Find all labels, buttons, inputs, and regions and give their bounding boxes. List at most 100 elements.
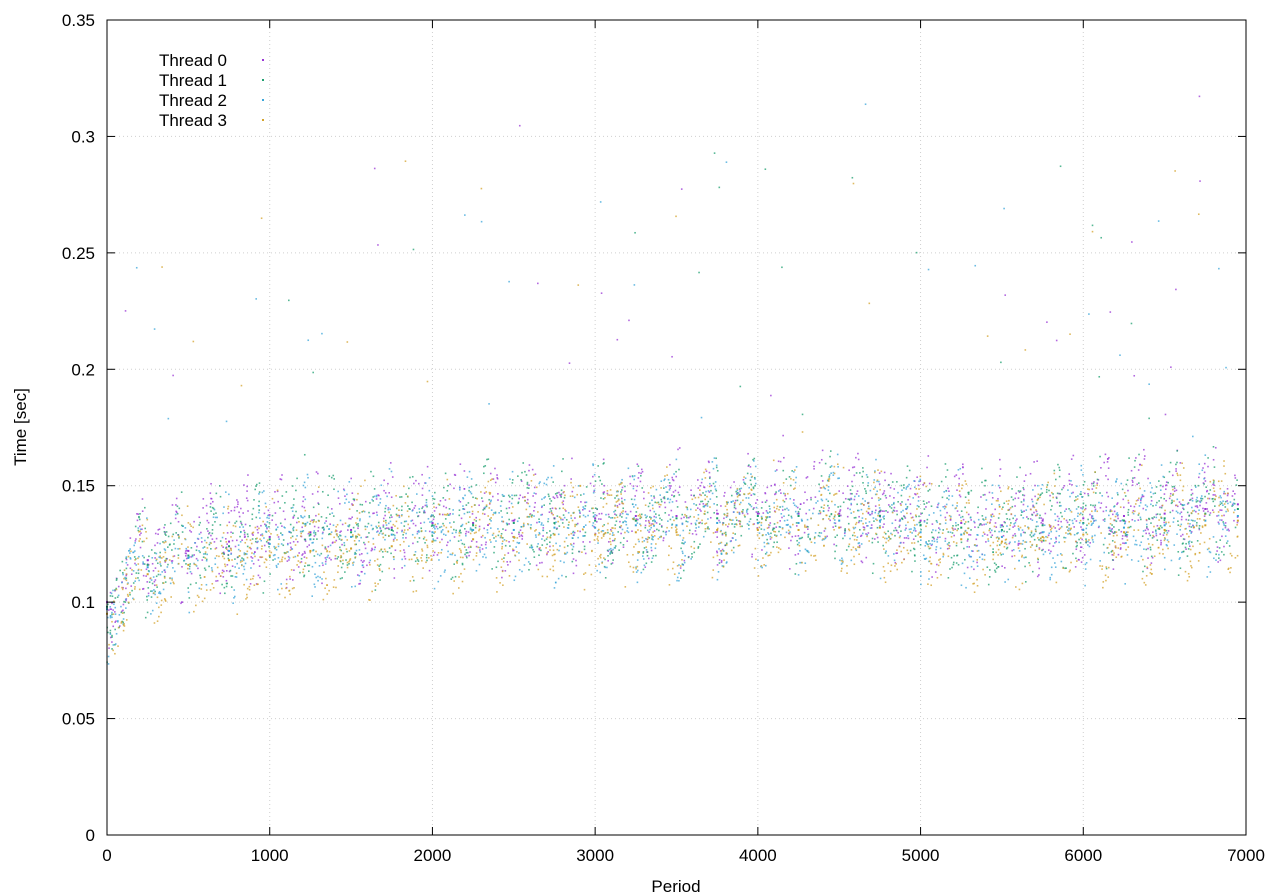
scatter-point-1 bbox=[1190, 494, 1193, 496]
scatter-point-2 bbox=[1170, 559, 1173, 562]
scatter-point-0 bbox=[1034, 484, 1036, 487]
scatter-point-1 bbox=[169, 522, 172, 525]
scatter-point-1 bbox=[1095, 492, 1097, 494]
data-point-0 bbox=[838, 512, 841, 515]
scatter-point-0 bbox=[1145, 532, 1147, 535]
scatter-point-0 bbox=[276, 490, 279, 493]
scatter-point-1 bbox=[985, 479, 987, 482]
scatter-point-1 bbox=[1022, 487, 1025, 489]
scatter-point-1 bbox=[851, 534, 854, 537]
scatter-point-3 bbox=[833, 528, 835, 531]
scatter-point-3 bbox=[244, 541, 247, 544]
scatter-point-1 bbox=[392, 533, 395, 536]
scatter-point-1 bbox=[274, 547, 276, 550]
scatter-point-1 bbox=[700, 500, 702, 503]
scatter-point-0 bbox=[277, 536, 280, 538]
scatter-point-2 bbox=[155, 559, 158, 562]
scatter-point-2 bbox=[204, 539, 206, 542]
scatter-point-0 bbox=[640, 468, 643, 471]
scatter-point-1 bbox=[1035, 525, 1038, 528]
scatter-point-1 bbox=[327, 506, 329, 509]
scatter-point-3 bbox=[647, 536, 650, 539]
scatter-point-1 bbox=[409, 476, 411, 479]
scatter-point-3 bbox=[130, 550, 132, 553]
scatter-point-0 bbox=[1068, 473, 1071, 475]
scatter-point-0 bbox=[795, 525, 798, 527]
scatter-point-1 bbox=[783, 500, 786, 503]
scatter-point-2 bbox=[652, 538, 654, 541]
scatter-point-1 bbox=[241, 557, 243, 559]
scatter-point-2 bbox=[452, 509, 454, 511]
scatter-point-1 bbox=[180, 491, 183, 493]
scatter-point-2 bbox=[789, 525, 791, 528]
scatter-point-1 bbox=[859, 472, 861, 474]
scatter-point-0 bbox=[751, 555, 753, 558]
scatter-point-2 bbox=[794, 510, 797, 513]
scatter-point-1 bbox=[1113, 526, 1115, 528]
scatter-point-0 bbox=[575, 559, 577, 562]
scatter-point-1 bbox=[458, 509, 461, 511]
scatter-point-2 bbox=[321, 537, 324, 540]
scatter-point-0 bbox=[749, 466, 752, 468]
scatter-point-2 bbox=[495, 540, 497, 542]
scatter-point-1 bbox=[645, 562, 648, 565]
scatter-point-0 bbox=[231, 565, 234, 567]
scatter-point-1 bbox=[470, 528, 473, 531]
scatter-point-3 bbox=[601, 525, 604, 528]
scatter-point-2 bbox=[697, 526, 700, 528]
scatter-point-0 bbox=[254, 551, 256, 553]
scatter-point-1 bbox=[1020, 501, 1023, 503]
scatter-point-2 bbox=[263, 537, 265, 539]
scatter-point-0 bbox=[819, 487, 822, 489]
scatter-point-0 bbox=[227, 512, 230, 514]
scatter-point-0 bbox=[185, 557, 188, 560]
scatter-point-1 bbox=[219, 524, 222, 526]
scatter-point-0 bbox=[396, 531, 398, 534]
scatter-point-2 bbox=[861, 532, 864, 535]
scatter-point-1 bbox=[861, 475, 864, 478]
scatter-point-1 bbox=[776, 541, 778, 543]
scatter-point-0 bbox=[1029, 472, 1032, 475]
scatter-point-1 bbox=[1030, 531, 1033, 534]
scatter-point-3 bbox=[318, 520, 320, 522]
scatter-point-1 bbox=[1003, 530, 1005, 533]
scatter-point-3 bbox=[1227, 567, 1230, 570]
scatter-point-1 bbox=[847, 545, 850, 548]
scatter-point-2 bbox=[577, 485, 580, 487]
scatter-point-1 bbox=[281, 495, 284, 497]
scatter-point-2 bbox=[821, 539, 824, 541]
scatter-point-1 bbox=[293, 498, 295, 500]
scatter-point-3 bbox=[163, 598, 166, 600]
scatter-point-0 bbox=[1146, 567, 1149, 570]
scatter-point-3 bbox=[776, 546, 778, 548]
scatter-point-0 bbox=[416, 530, 419, 533]
scatter-point-0 bbox=[335, 539, 338, 542]
scatter-point-3 bbox=[426, 546, 429, 549]
scatter-point-0 bbox=[441, 513, 444, 516]
scatter-point-2 bbox=[825, 498, 828, 501]
scatter-point-2 bbox=[463, 512, 466, 515]
scatter-point-1 bbox=[461, 563, 464, 566]
scatter-point-0 bbox=[1207, 510, 1209, 513]
scatter-point-3 bbox=[426, 380, 429, 383]
scatter-point-0 bbox=[995, 526, 998, 528]
scatter-point-1 bbox=[691, 556, 693, 558]
scatter-point-1 bbox=[1098, 375, 1101, 378]
scatter-point-3 bbox=[1031, 543, 1034, 546]
scatter-point-1 bbox=[328, 533, 331, 535]
scatter-point-2 bbox=[645, 537, 647, 540]
scatter-point-3 bbox=[430, 558, 433, 560]
scatter-point-0 bbox=[883, 510, 885, 512]
scatter-point-2 bbox=[1179, 512, 1181, 515]
scatter-point-3 bbox=[379, 569, 381, 572]
scatter-point-2 bbox=[789, 526, 792, 529]
scatter-point-0 bbox=[927, 455, 930, 457]
scatter-point-0 bbox=[496, 477, 499, 480]
scatter-point-1 bbox=[736, 519, 738, 522]
scatter-point-3 bbox=[407, 528, 409, 531]
scatter-point-1 bbox=[465, 551, 468, 554]
scatter-point-2 bbox=[783, 519, 786, 522]
scatter-point-2 bbox=[920, 539, 922, 541]
scatter-point-2 bbox=[163, 548, 166, 550]
scatter-point-2 bbox=[525, 557, 527, 560]
